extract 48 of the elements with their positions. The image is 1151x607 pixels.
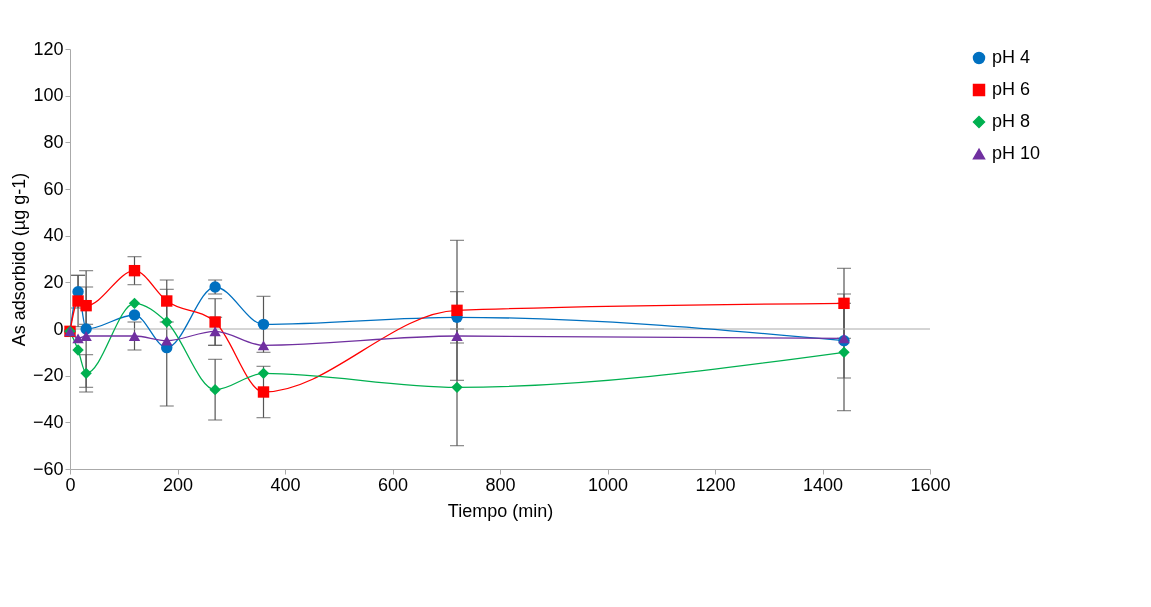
- x-tick-label: 1000: [587, 474, 629, 495]
- point: [257, 340, 270, 351]
- point: [80, 331, 92, 341]
- x-axis-title: Tiempo (min): [447, 500, 554, 521]
- y-tick-label: 80: [43, 131, 64, 152]
- point: [257, 318, 270, 331]
- point: [161, 335, 173, 346]
- point: [451, 381, 463, 394]
- x-tick-label: 1400: [802, 474, 844, 495]
- point: [838, 297, 850, 310]
- y-tick-label: 40: [43, 225, 64, 246]
- point: [128, 264, 141, 277]
- point: [72, 333, 84, 344]
- point: [838, 346, 850, 359]
- point: [257, 367, 270, 380]
- x-tick-label: 200: [162, 474, 194, 495]
- x-tick-label: 600: [377, 474, 409, 495]
- point: [161, 316, 173, 328]
- x-tick-label: 1200: [695, 474, 736, 495]
- point: [209, 326, 221, 337]
- point: [257, 386, 270, 398]
- legend-label: pH 10: [992, 143, 1041, 163]
- point: [209, 316, 221, 328]
- point: [451, 331, 463, 341]
- point: [161, 295, 173, 307]
- legend-label: pH 6: [992, 79, 1031, 99]
- point: [128, 309, 141, 321]
- point: [128, 331, 141, 341]
- legend-label: pH 4: [992, 47, 1031, 67]
- y-tick-label: −20: [32, 365, 64, 386]
- point: [128, 297, 141, 310]
- point: [72, 344, 84, 356]
- point: [80, 299, 92, 312]
- x-tick-label: 400: [270, 474, 301, 495]
- y-tick-label: 120: [33, 38, 64, 59]
- y-tick-label: 20: [43, 271, 64, 292]
- y-tick-label: 60: [43, 178, 64, 199]
- point: [80, 367, 92, 380]
- x-tick-label: 1600: [910, 474, 951, 495]
- y-tick-label: 0: [53, 318, 64, 339]
- y-tick-label: −40: [32, 411, 64, 432]
- y-axis-title: As adsorbido (µg g-1): [8, 172, 29, 347]
- x-tick-label: 800: [485, 474, 516, 495]
- point: [451, 304, 463, 317]
- point: [209, 383, 221, 396]
- y-tick-label: 100: [33, 85, 64, 106]
- legend-label: pH 8: [992, 111, 1031, 131]
- y-tick-label: −60: [32, 458, 64, 479]
